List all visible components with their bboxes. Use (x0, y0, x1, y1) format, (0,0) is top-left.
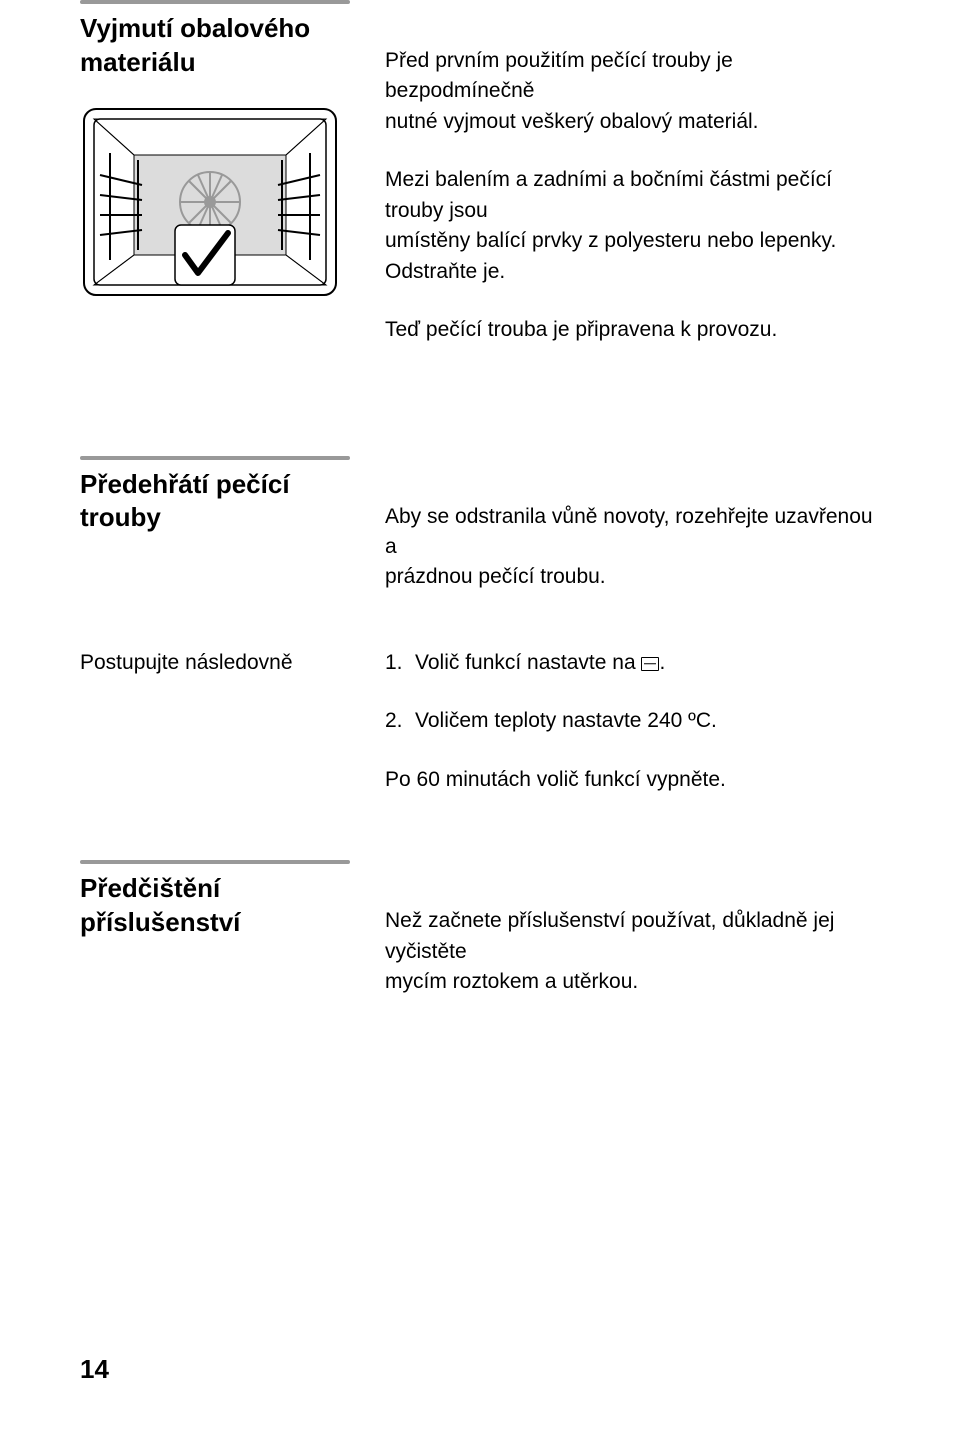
heading-line-1: Vyjmutí obalového (80, 13, 310, 43)
text-line: umístěny balící prvky z polyesteru nebo … (385, 229, 836, 252)
section-rule (80, 0, 350, 4)
text-line: Teď pečící trouba je připravena k provoz… (385, 318, 777, 341)
page-number: 14 (80, 1354, 109, 1385)
heading-line-2: příslušenství (80, 907, 240, 937)
section-1-heading: Vyjmutí obalového materiálu (80, 12, 365, 80)
heading-line-2: materiálu (80, 47, 196, 77)
section-2-heading: Předehřátí pečící trouby (80, 468, 365, 536)
section-1: Vyjmutí obalového materiálu (80, 12, 880, 346)
step-text: Volič funkcí nastavte na . (415, 648, 665, 678)
oven-mode-icon (641, 657, 659, 671)
step-2: 2. Voličem teploty nastavte 240 ºC. (385, 706, 880, 736)
section-rule (80, 860, 350, 864)
step-text: Voličem teploty nastavte 240 ºC. (415, 706, 717, 736)
page: Vyjmutí obalového materiálu (0, 0, 960, 1445)
text-line: prázdnou pečící troubu. (385, 565, 606, 588)
section-rule (80, 456, 350, 460)
text-line: mycím roztokem a utěrkou. (385, 970, 638, 993)
section-4-para: Než začnete příslušenství používat, důkl… (385, 906, 880, 997)
heading-line-1: Předčištění (80, 873, 220, 903)
text-line: Aby se odstranila vůně novoty, rozehřejt… (385, 505, 873, 558)
section-3: Postupujte následovně 1. Volič funkcí na… (80, 648, 880, 795)
text-line: Než začnete příslušenství používat, důkl… (385, 909, 834, 962)
section-4-heading: Předčištění příslušenství (80, 872, 365, 940)
section-1-para-2: Mezi balením a zadními a bočními částmi … (385, 165, 880, 287)
step-1: 1. Volič funkcí nastavte na . (385, 648, 880, 678)
section-1-para-3: Teď pečící trouba je připravena k provoz… (385, 315, 880, 345)
section-4: Předčištění příslušenství Než začnete př… (80, 872, 880, 997)
heading-line-1: Předehřátí pečící (80, 469, 290, 499)
text-line: Mezi balením a zadními a bočními částmi … (385, 168, 832, 221)
text-line: Odstraňte je. (385, 260, 505, 283)
oven-illustration (80, 105, 365, 305)
section-2-para-1: Aby se odstranila vůně novoty, rozehřejt… (385, 502, 880, 593)
section-3-heading: Postupujte následovně (80, 648, 365, 678)
section-2: Předehřátí pečící trouby Aby se odstrani… (80, 468, 880, 593)
section-3-para: Po 60 minutách volič funkcí vypněte. (385, 765, 880, 795)
text: Volič funkcí nastavte na (415, 651, 641, 674)
text-line: nutné vyjmout veškerý obalový materiál. (385, 110, 759, 133)
step-number: 2. (385, 706, 415, 736)
step-number: 1. (385, 648, 415, 678)
text: . (659, 651, 665, 674)
heading-line-2: trouby (80, 502, 161, 532)
section-1-para-1: Před prvním použitím pečící trouby je be… (385, 46, 880, 137)
text-line: Před prvním použitím pečící trouby je be… (385, 49, 733, 102)
